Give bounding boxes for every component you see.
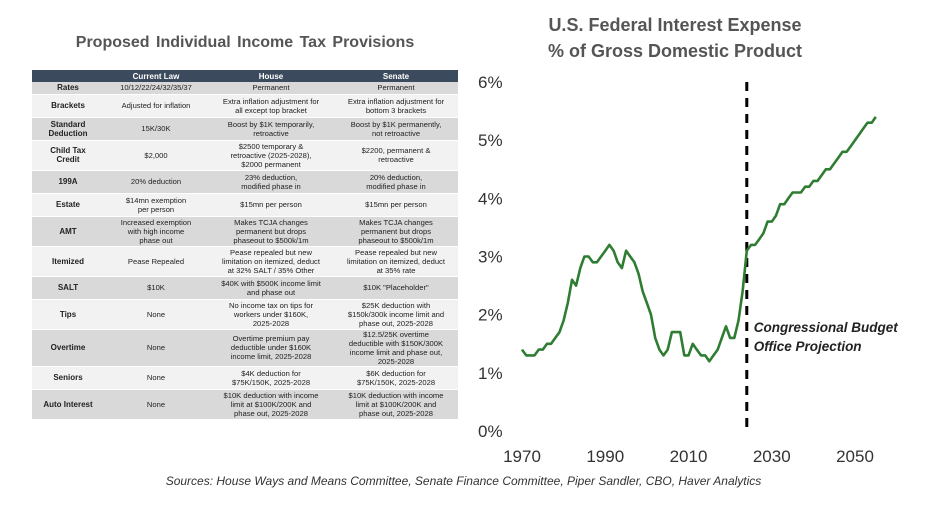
- cell-house: Extra inflation adjustment for all except…: [208, 94, 334, 118]
- cell-senate: $10K deduction with income limit at $100K…: [334, 389, 458, 420]
- table-row: Tips None No income tax on tips for workers…: [32, 299, 458, 330]
- x-tick-label: 2030: [753, 447, 791, 466]
- y-tick-label: 1%: [478, 364, 503, 383]
- cell-current-law: None: [104, 389, 208, 420]
- interest-expense-chart: 0% 1% 2% 3% 4% 5% 6% 1970 1990 2010 2030 2050 Congre…: [478, 73, 899, 466]
- cell-senate: 20% deduction, modified phase in: [334, 170, 458, 194]
- cell-house: Pease repealed but new limitation on item…: [208, 246, 334, 277]
- row-label: SALT: [32, 276, 104, 300]
- row-label: Estate: [32, 193, 104, 217]
- x-tick-label: 1970: [503, 447, 541, 466]
- x-tick-label: 1990: [586, 447, 624, 466]
- x-tick-label: 2010: [670, 447, 708, 466]
- cell-current-law: $2,000: [104, 140, 208, 171]
- cell-house: No income tax on tips for workers under $…: [208, 299, 334, 330]
- row-label: Seniors: [32, 366, 104, 390]
- cell-senate: Extra inflation adjustment for bottom 3 b…: [334, 94, 458, 118]
- cell-house: $4K deduction for $75K/150K, 2025-2028: [208, 366, 334, 390]
- header-blank: [32, 70, 104, 82]
- cell-house: Makes TCJA changes permanent but drops pha…: [208, 216, 334, 247]
- row-label: AMT: [32, 216, 104, 247]
- table-row: Seniors None $4K deduction for $75K/150K, 2…: [32, 366, 458, 390]
- header-house: House: [208, 70, 334, 82]
- table-row: Rates 10/12/22/24/32/35/37 Permanent Perman…: [32, 82, 458, 95]
- header-senate: Senate: [334, 70, 458, 82]
- y-tick-label: 2%: [478, 306, 503, 325]
- table-row: Estate $14mn exemption per person $15mn per…: [32, 193, 458, 217]
- cell-current-law: None: [104, 299, 208, 330]
- row-label: Rates: [32, 82, 104, 95]
- cell-current-law: None: [104, 329, 208, 367]
- chart-title-line-2: % of Gross Domestic Product: [547, 41, 803, 61]
- cell-senate: Makes TCJA changes permanent but drops pha…: [334, 216, 458, 247]
- cell-current-law: Pease Repealed: [104, 246, 208, 277]
- y-tick-label: 6%: [478, 73, 503, 92]
- cell-house: $2500 temporary & retroactive (2025-2028)…: [208, 140, 334, 171]
- table-header-row: Current Law House Senate: [32, 70, 458, 82]
- table-row: Auto Interest None $10K deduction with inc…: [32, 389, 458, 420]
- y-tick-label: 4%: [478, 189, 503, 208]
- row-label: Auto Interest: [32, 389, 104, 420]
- table-row: 199A 20% deduction 23% deduction, modified …: [32, 170, 458, 194]
- cell-current-law: $14mn exemption per person: [104, 193, 208, 217]
- row-label: Brackets: [32, 94, 104, 118]
- cell-house: $15mn per person: [208, 193, 334, 217]
- row-label: Standard Deduction: [32, 117, 104, 141]
- cell-house: 23% deduction, modified phase in: [208, 170, 334, 194]
- table-row: AMT Increased exemption with high income ph…: [32, 216, 458, 247]
- cell-current-law: 20% deduction: [104, 170, 208, 194]
- sources-note: Sources: House Ways and Means Committee,…: [165, 474, 762, 488]
- row-label: Child Tax Credit: [32, 140, 104, 171]
- cell-senate: $2200, permanent & retroactive: [334, 140, 458, 171]
- cell-senate: Pease repealed but new limitation on item…: [334, 246, 458, 277]
- table-row: Brackets Adjusted for inflation Extra infl…: [32, 94, 458, 118]
- cell-house: Overtime premium pay deductible under $16…: [208, 329, 334, 367]
- cell-current-law: $10K: [104, 276, 208, 300]
- cell-current-law: Increased exemption with high income phase…: [104, 216, 208, 247]
- header-current-law: Current Law: [104, 70, 208, 82]
- table-row: Itemized Pease Repealed Pease repealed but…: [32, 246, 458, 277]
- table-row: Overtime None Overtime premium pay deductib…: [32, 329, 458, 367]
- cell-house: Permanent: [208, 82, 334, 95]
- row-label: 199A: [32, 170, 104, 194]
- row-label: Itemized: [32, 246, 104, 277]
- chart-title-line-1: U.S. Federal Interest Expense: [548, 15, 802, 35]
- table-title: Proposed Individual Income Tax Provision…: [75, 34, 415, 51]
- cell-current-law: None: [104, 366, 208, 390]
- cell-house: Boost by $1K temporarily, retroactive: [208, 117, 334, 141]
- chart-title: U.S. Federal Interest Expense % of Gross…: [500, 12, 850, 64]
- cell-senate: Permanent: [334, 82, 458, 95]
- cell-senate: $10K "Placeholder": [334, 276, 458, 300]
- cell-senate: $25K deduction with $150k/300k income lim…: [334, 299, 458, 330]
- cell-house: $40K with $500K income limit and phase ou…: [208, 276, 334, 300]
- row-label: Tips: [32, 299, 104, 330]
- x-tick-label: 2050: [836, 447, 874, 466]
- series-line-interest-expense: [520, 116, 877, 363]
- projection-annotation: Congressional Budget: [754, 320, 899, 335]
- table-row: Standard Deduction 15K/30K Boost by $1K tem…: [32, 117, 458, 141]
- cell-senate: $12.5/25K overtime deductible with $150K/…: [334, 329, 458, 367]
- y-tick-label: 0%: [478, 422, 503, 441]
- cell-senate: $15mn per person: [334, 193, 458, 217]
- y-tick-label: 3%: [478, 248, 503, 267]
- table-body: Rates 10/12/22/24/32/35/37 Permanent Perman…: [32, 82, 458, 420]
- row-label: Overtime: [32, 329, 104, 367]
- cell-house: $10K deduction with income limit at $100K…: [208, 389, 334, 420]
- y-tick-label: 5%: [478, 131, 503, 150]
- cell-current-law: Adjusted for inflation: [104, 94, 208, 118]
- cell-senate: $6K deduction for $75K/150K, 2025-2028: [334, 366, 458, 390]
- table-row: Child Tax Credit $2,000 $2500 temporary & re…: [32, 140, 458, 171]
- cell-senate: Boost by $1K permanently, not retroactive: [334, 117, 458, 141]
- cell-current-law: 15K/30K: [104, 117, 208, 141]
- projection-annotation: Office Projection: [754, 339, 862, 354]
- tax-provisions-table: Current Law House Senate Rates 10/12/22/2…: [32, 70, 458, 420]
- cell-current-law: 10/12/22/24/32/35/37: [104, 82, 208, 95]
- table-row: SALT $10K $40K with $500K income limit and …: [32, 276, 458, 300]
